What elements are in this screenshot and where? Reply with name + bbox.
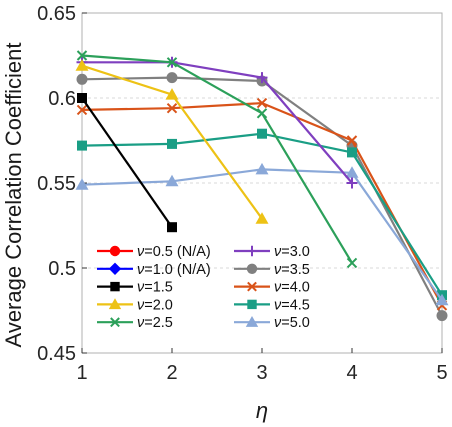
series-4 (75, 59, 269, 224)
data-point (108, 298, 122, 310)
data-point (166, 72, 178, 84)
legend-label: ν=4.5 (274, 297, 310, 313)
data-point (346, 135, 358, 146)
data-point (76, 50, 88, 61)
series-10 (75, 162, 449, 306)
data-point (347, 147, 357, 158)
legend-item: ν=3.0 (234, 244, 310, 260)
y-axis-title: Average Correlation Coefficient (1, 43, 26, 348)
data-point (255, 162, 269, 175)
data-point (76, 73, 88, 85)
data-point (166, 102, 178, 114)
data-point (435, 293, 449, 306)
x-tick-label: 4 (346, 362, 357, 384)
legend: ν=0.5 (N/A) ν=1.0 (N/A) ν=1.5ν=2.0 ν=2.5 ν=3… (97, 244, 310, 331)
series-line (81, 97, 173, 228)
data-point (75, 59, 89, 71)
axes: 0.45 0.5 0.55 0.6 0.65 1 2 3 4 5 (37, 3, 448, 384)
legend-label: ν=3.5 (274, 262, 310, 278)
data-point (245, 316, 259, 327)
legend-label: ν=3.0 (274, 244, 310, 260)
legend-item: ν=5.0 (234, 315, 310, 331)
data-point (167, 222, 177, 233)
series-layer (75, 50, 449, 322)
data-point (76, 104, 88, 116)
legend-item: ν=3.5 (234, 262, 310, 278)
legend-item: ν=1.0 (N/A) (97, 262, 211, 278)
legend-label: ν=2.0 (137, 297, 173, 313)
data-point (165, 88, 179, 100)
data-point (109, 245, 121, 257)
data-point (108, 262, 122, 275)
data-point (257, 128, 267, 139)
legend-item: ν=4.5 (234, 297, 310, 313)
legend-item: ν=2.5 (97, 315, 173, 331)
data-point (256, 108, 268, 119)
legend-label: ν=1.0 (N/A) (137, 262, 211, 278)
x-tick-label: 1 (76, 362, 87, 384)
legend-item: ν=4.0 (234, 280, 310, 296)
x-tick-label: 3 (256, 362, 267, 384)
x-tick-label: 2 (166, 362, 177, 384)
data-point (345, 166, 359, 178)
legend-item: ν=2.0 (97, 297, 173, 313)
series-line (81, 168, 443, 301)
legend-item: ν=1.5 (97, 280, 173, 296)
legend-label: ν=2.5 (137, 315, 173, 331)
data-point (77, 140, 87, 151)
data-point (346, 177, 358, 189)
y-tick-label: 0.45 (37, 343, 76, 365)
data-point (247, 299, 257, 310)
data-point (165, 174, 179, 187)
legend-item: ν=0.5 (N/A) (97, 244, 211, 260)
series-3 (77, 93, 177, 233)
data-point (166, 57, 178, 68)
data-point (75, 178, 89, 190)
legend-label: ν=1.5 (137, 280, 173, 296)
data-point (256, 72, 268, 84)
data-point (246, 263, 258, 274)
data-point (110, 281, 120, 292)
x-axis-title: η (256, 398, 268, 423)
legend-label: ν=5.0 (274, 315, 310, 331)
data-point (246, 245, 258, 257)
data-point (256, 97, 268, 109)
series-5 (76, 50, 358, 269)
y-tick-label: 0.6 (48, 88, 76, 110)
legend-label: ν=0.5 (N/A) (137, 244, 211, 260)
data-point (255, 212, 269, 224)
data-point (346, 257, 358, 269)
series-line (82, 61, 353, 184)
data-point (247, 281, 257, 292)
data-point (436, 310, 448, 322)
series-line (81, 54, 353, 264)
data-point (167, 138, 177, 149)
x-tick-label: 5 (436, 362, 447, 384)
y-tick-label: 0.55 (37, 173, 76, 195)
y-tick-label: 0.5 (48, 258, 76, 280)
legend-label: ν=4.0 (274, 280, 310, 296)
data-point (110, 317, 120, 328)
y-tick-label: 0.65 (37, 3, 76, 25)
data-point (77, 93, 87, 103)
